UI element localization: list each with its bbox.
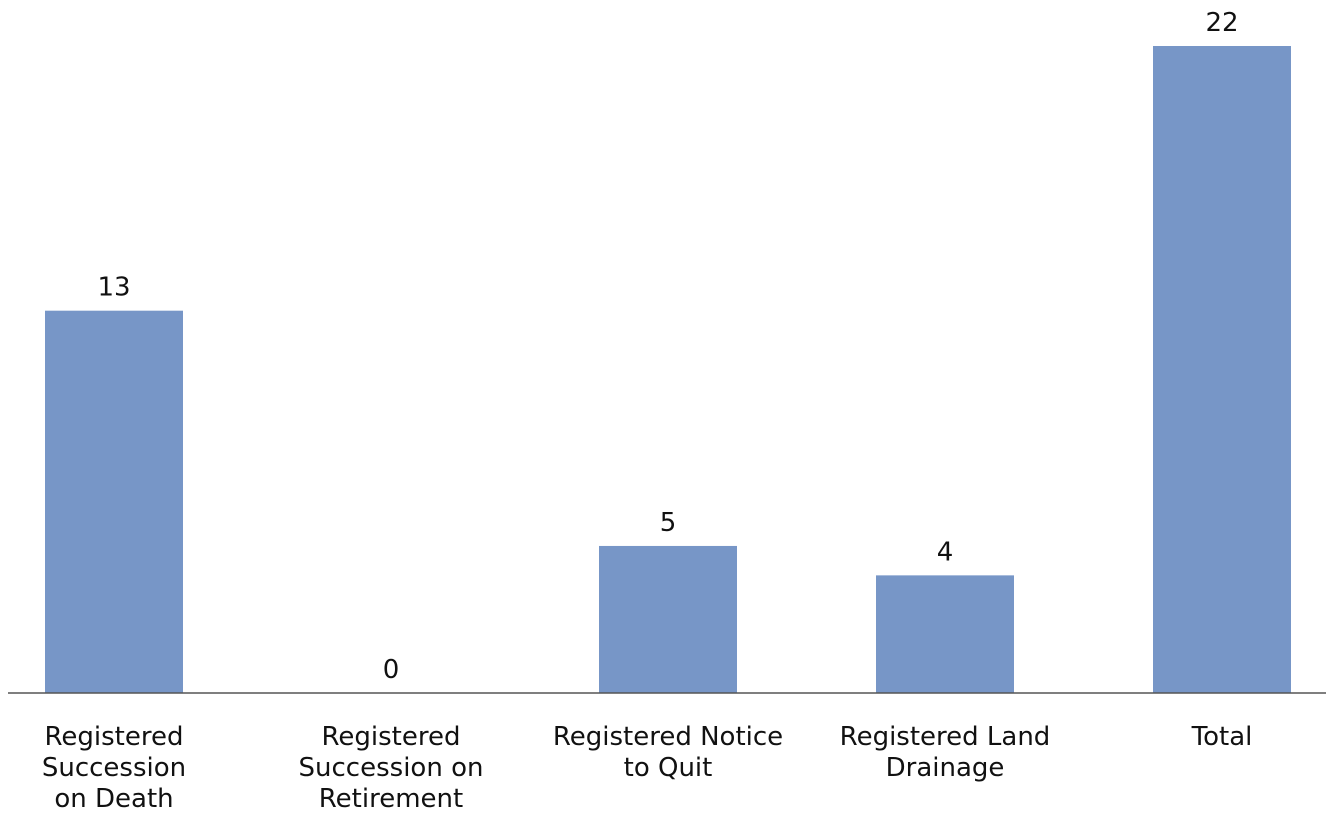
category-label-0-line-1: Succession <box>42 753 186 783</box>
bar-3 <box>876 575 1014 693</box>
category-label-2: Registered Notice to Quit <box>553 722 783 783</box>
category-label-3-line-0: Registered Land <box>840 722 1051 752</box>
category-label-4: Total <box>1191 722 1253 752</box>
bar-0 <box>45 310 183 693</box>
category-label-3-line-1: Drainage <box>886 753 1005 783</box>
data-label-3: 4 <box>937 537 954 567</box>
category-label-0-line-2: on Death <box>54 784 173 814</box>
data-label-2: 5 <box>660 508 677 538</box>
category-label-0-line-0: Registered <box>45 722 184 752</box>
category-label-2-line-0: Registered Notice <box>553 722 783 752</box>
category-label-1-line-1: Succession on <box>299 753 484 783</box>
value-labels-group: 13 0 5 4 22 <box>97 8 1238 685</box>
category-label-1-line-2: Retirement <box>319 784 463 814</box>
bar-2 <box>599 545 737 693</box>
bar-4 <box>1153 46 1291 693</box>
category-label-4-line-0: Total <box>1191 722 1253 752</box>
category-label-1: Registered Succession on Retirement <box>299 722 484 814</box>
data-label-4: 22 <box>1205 8 1238 38</box>
data-label-0: 13 <box>97 273 130 303</box>
category-label-1-line-0: Registered <box>322 722 461 752</box>
category-label-2-line-1: to Quit <box>624 753 713 783</box>
bars-group <box>45 46 1291 693</box>
data-label-1: 0 <box>383 655 400 685</box>
category-label-0: Registered Succession on Death <box>42 722 186 814</box>
category-label-3: Registered Land Drainage <box>840 722 1051 783</box>
